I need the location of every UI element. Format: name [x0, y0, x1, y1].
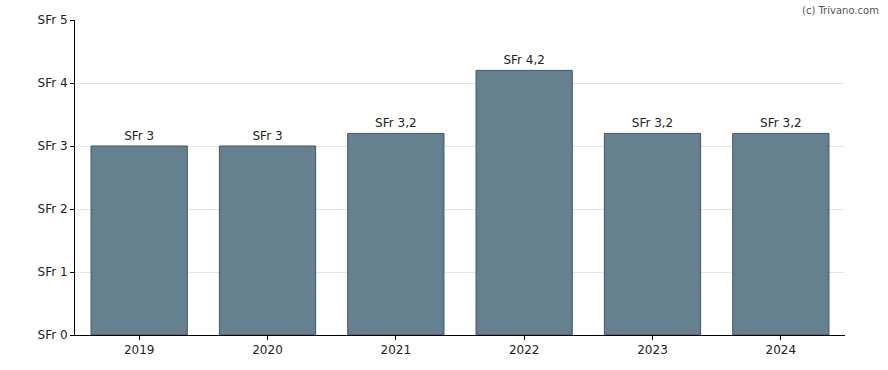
- svg-text:SFr 4,2: SFr 4,2: [503, 53, 544, 67]
- svg-text:SFr 3: SFr 3: [252, 129, 282, 143]
- svg-text:SFr 3,2: SFr 3,2: [632, 116, 673, 130]
- svg-text:SFr 3,2: SFr 3,2: [760, 116, 801, 130]
- svg-text:SFr 4: SFr 4: [38, 76, 68, 90]
- svg-text:SFr 1: SFr 1: [38, 265, 68, 279]
- svg-text:2020: 2020: [252, 343, 283, 357]
- svg-text:SFr 2: SFr 2: [38, 202, 68, 216]
- svg-text:2021: 2021: [381, 343, 412, 357]
- svg-text:2022: 2022: [509, 343, 540, 357]
- svg-text:SFr 3,2: SFr 3,2: [375, 116, 416, 130]
- svg-text:2023: 2023: [637, 343, 668, 357]
- svg-text:SFr 3: SFr 3: [124, 129, 154, 143]
- svg-text:SFr 0: SFr 0: [38, 328, 68, 342]
- svg-text:SFr 3: SFr 3: [38, 139, 68, 153]
- svg-text:SFr 5: SFr 5: [38, 13, 68, 27]
- svg-text:2024: 2024: [766, 343, 797, 357]
- svg-text:2019: 2019: [124, 343, 155, 357]
- svg-text:(c) Trivano.com: (c) Trivano.com: [802, 5, 879, 16]
